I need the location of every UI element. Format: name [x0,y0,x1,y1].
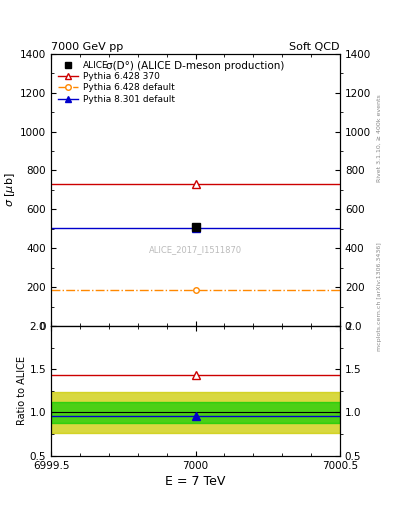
Y-axis label: Ratio to ALICE: Ratio to ALICE [17,356,27,425]
Text: ALICE_2017_I1511870: ALICE_2017_I1511870 [149,245,242,254]
X-axis label: E = 7 TeV: E = 7 TeV [165,475,226,488]
Bar [51,402,340,423]
Legend: ALICE, Pythia 6.428 370, Pythia 6.428 default, Pythia 8.301 default: ALICE, Pythia 6.428 370, Pythia 6.428 de… [55,58,177,106]
Text: σ(D°) (ALICE D-meson production): σ(D°) (ALICE D-meson production) [107,60,285,71]
Text: Rivet 3.1.10, ≥ 400k events: Rivet 3.1.10, ≥ 400k events [377,94,382,182]
Text: 7000 GeV pp: 7000 GeV pp [51,42,123,52]
Text: Soft QCD: Soft QCD [290,42,340,52]
Y-axis label: $\sigma$ [$\mu$b]: $\sigma$ [$\mu$b] [3,173,17,207]
Bar [51,392,340,433]
Text: mcplots.cern.ch [arXiv:1306.3436]: mcplots.cern.ch [arXiv:1306.3436] [377,243,382,351]
